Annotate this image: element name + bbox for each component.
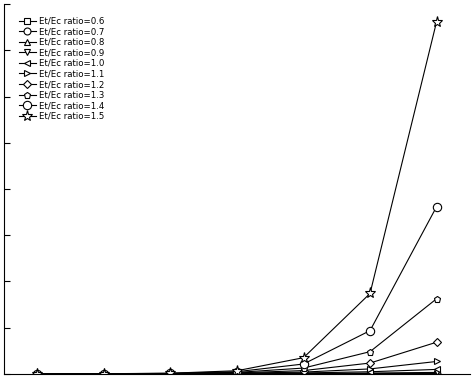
Legend: Et/Ec ratio=0.6, Et/Ec ratio=0.7, Et/Ec ratio=0.8, Et/Ec ratio=0.9, Et/Ec ratio=: Et/Ec ratio=0.6, Et/Ec ratio=0.7, Et/Ec …: [18, 16, 106, 122]
